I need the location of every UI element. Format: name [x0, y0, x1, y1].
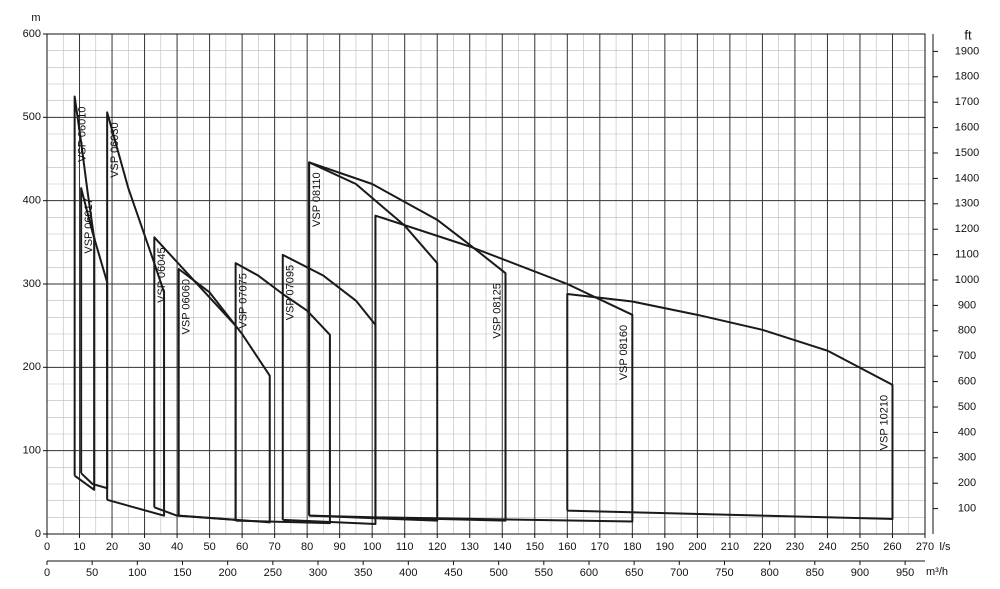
- x-tick-label: 180: [623, 541, 641, 553]
- y2-tick-label: 1500: [955, 147, 979, 159]
- x2-tick-label: 750: [715, 567, 733, 579]
- x-tick-label: 110: [396, 541, 414, 553]
- x-tick-label: 140: [493, 541, 511, 553]
- y2-tick-label: 300: [958, 452, 976, 464]
- y2-tick-label: 1000: [955, 274, 979, 286]
- x-tick-label: 270: [916, 541, 934, 553]
- x-tick-label: 250: [851, 541, 869, 553]
- curve-label: VSP 07095: [285, 265, 297, 320]
- y2-tick-label: 600: [958, 376, 976, 388]
- x-tick-label: 130: [461, 541, 479, 553]
- curve-label: VSP 08110: [311, 172, 323, 227]
- x2-tick-label: 850: [806, 567, 824, 579]
- x-tick-label: 40: [171, 541, 183, 553]
- y2-tick-label: 400: [958, 426, 976, 438]
- y-tick-label: 400: [23, 195, 41, 207]
- curve-label: VSP 06060: [181, 279, 193, 334]
- x-tick-label: 90: [334, 541, 346, 553]
- y2-tick-label: 500: [958, 401, 976, 413]
- pump-curve: [308, 161, 507, 522]
- x-tick-label: 220: [753, 541, 771, 553]
- curve-label: VSP 08125: [491, 283, 503, 338]
- x2-tick-label: 450: [444, 567, 462, 579]
- y-tick-label: 300: [23, 278, 41, 290]
- x-tick-label: 230: [786, 541, 804, 553]
- curve-label: VSP 06030: [109, 122, 121, 177]
- plot-frame: [46, 33, 926, 535]
- curve-label: VSP 06010: [77, 107, 89, 162]
- x-tick-label: 170: [591, 541, 609, 553]
- x-tick-label: 100: [363, 541, 381, 553]
- curve-label: VSP 06045: [156, 247, 168, 302]
- x-tick-label: 190: [656, 541, 674, 553]
- x2-tick-label: 900: [851, 567, 869, 579]
- x2-tick-label: 50: [86, 567, 98, 579]
- curve-label: VSP 07075: [238, 273, 250, 328]
- x2-tick-label: 200: [218, 567, 236, 579]
- x2-tick-label: 600: [580, 567, 598, 579]
- pump-curve: [234, 262, 331, 525]
- x2-tick-label: 700: [670, 567, 688, 579]
- y2-tick-label: 1800: [955, 71, 979, 83]
- x-tick-label: 260: [883, 541, 901, 553]
- pump-curve: [281, 253, 377, 525]
- y2-tick-label: 1600: [955, 122, 979, 134]
- y2-tick-label: 1700: [955, 96, 979, 108]
- x-tick-label: 200: [688, 541, 706, 553]
- y-tick-label: 200: [23, 361, 41, 373]
- x2-tick-label: 0: [44, 567, 50, 579]
- x-tick-label: 50: [203, 541, 215, 553]
- y-axis-label: m: [31, 12, 40, 24]
- y2-tick-label: 1400: [955, 172, 979, 184]
- x2-tick-label: 100: [128, 567, 146, 579]
- x2-tick-label: 250: [264, 567, 282, 579]
- pump-curve: [73, 95, 96, 491]
- x-axis-label: l/s: [940, 541, 952, 553]
- x-tick-label: 210: [721, 541, 739, 553]
- x2-tick-label: 950: [896, 567, 914, 579]
- y-tick-label: 500: [23, 111, 41, 123]
- y2-tick-label: 900: [958, 299, 976, 311]
- x2-tick-label: 650: [625, 567, 643, 579]
- x2-tick-label: 550: [535, 567, 553, 579]
- x2-tick-label: 800: [760, 567, 778, 579]
- x-tick-label: 80: [301, 541, 313, 553]
- y2-tick-label: 1200: [955, 223, 979, 235]
- y2-tick-label: 1900: [955, 45, 979, 57]
- pump-curve: [566, 293, 894, 520]
- x-tick-label: 60: [236, 541, 248, 553]
- curve-label: VSP 10210: [878, 395, 890, 450]
- curve-label: VSP 08160: [618, 325, 630, 380]
- pump-curve: [308, 161, 439, 522]
- x-tick-label: 120: [428, 541, 446, 553]
- x-tick-label: 240: [818, 541, 836, 553]
- y2-tick-label: 1100: [955, 249, 979, 261]
- x-tick-label: 20: [106, 541, 118, 553]
- y2-tick-label: 200: [958, 477, 976, 489]
- y-tick-label: 0: [35, 528, 41, 540]
- y2-tick-label: 800: [958, 325, 976, 337]
- pump-curve: [374, 214, 634, 523]
- x2-tick-label: 300: [309, 567, 327, 579]
- x-tick-label: 10: [73, 541, 85, 553]
- y2-tick-label: 100: [958, 503, 976, 515]
- y2-tick-label: 700: [958, 350, 976, 362]
- y-tick-label: 600: [23, 28, 41, 40]
- x2-axis-label: m³/h: [926, 566, 948, 578]
- x-tick-label: 70: [269, 541, 281, 553]
- x-tick-label: 30: [138, 541, 150, 553]
- x2-tick-label: 500: [489, 567, 507, 579]
- x-tick-label: 0: [44, 541, 50, 553]
- y2-axis-label: ft: [964, 27, 972, 42]
- x2-tick-label: 150: [173, 567, 191, 579]
- y2-tick-label: 1300: [955, 198, 979, 210]
- x2-tick-label: 400: [399, 567, 417, 579]
- x-tick-label: 160: [558, 541, 576, 553]
- x2-tick-label: 350: [354, 567, 372, 579]
- curve-label: VSP 06017: [83, 198, 95, 253]
- x-tick-label: 150: [526, 541, 544, 553]
- y-tick-label: 100: [23, 445, 41, 457]
